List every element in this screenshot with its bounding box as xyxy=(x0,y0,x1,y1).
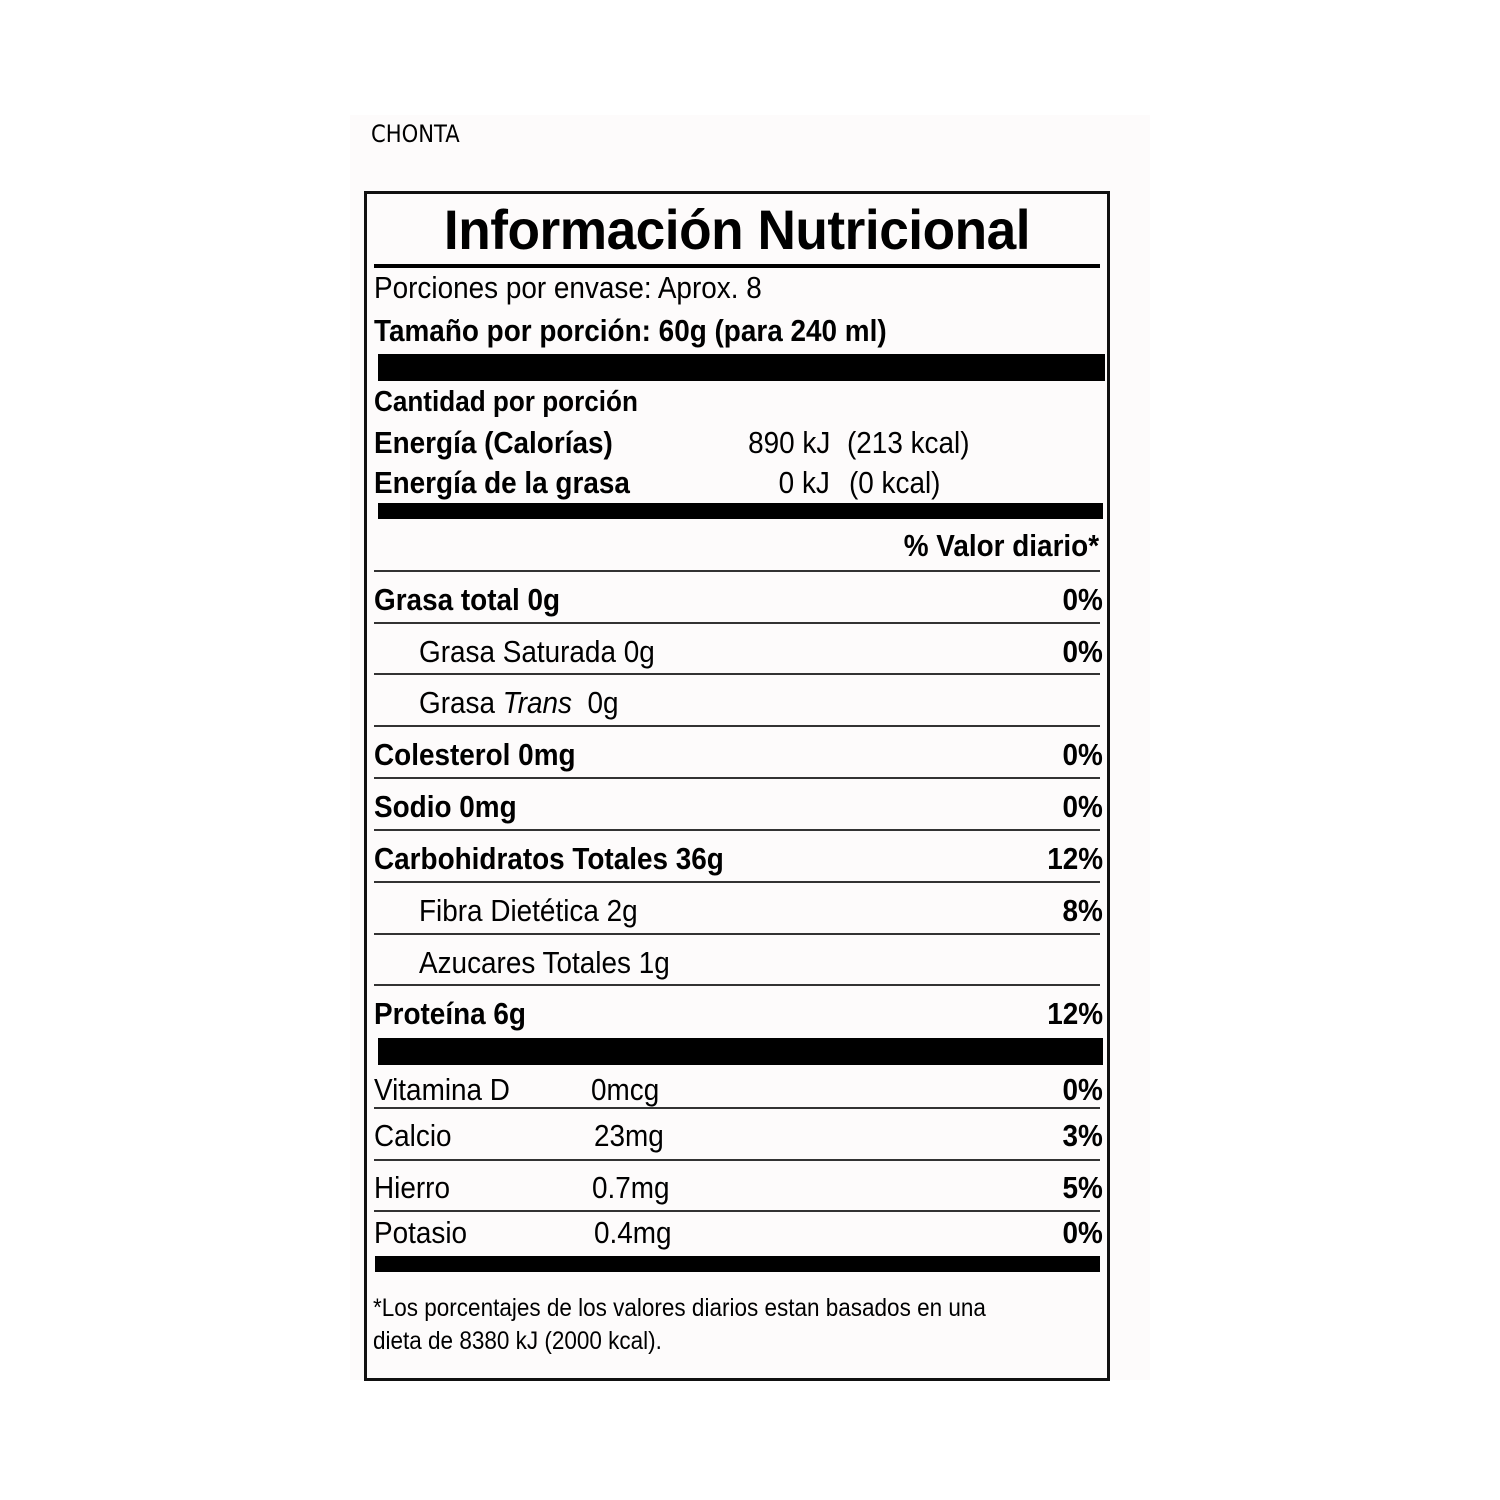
nutrient-saturated-fat-dv: 0% xyxy=(1063,636,1103,667)
vitamin-d-dv: 0% xyxy=(1063,1074,1103,1105)
iron-dv: 5% xyxy=(1063,1172,1103,1203)
divider xyxy=(374,1159,1100,1161)
daily-value-header: % Valor diario* xyxy=(904,530,1099,561)
energy-fat-kcal: (0 kcal) xyxy=(849,467,940,498)
calcium-dv: 3% xyxy=(1063,1120,1103,1151)
energy-fat-kj: 0 kJ xyxy=(779,467,830,498)
iron-label: Hierro xyxy=(374,1172,450,1203)
divider xyxy=(374,984,1100,986)
servings-per-container: Porciones por envase: Aprox. 8 xyxy=(374,272,762,303)
title-rule xyxy=(374,264,1100,268)
divider xyxy=(374,1210,1100,1212)
trans-fat-amount: 0g xyxy=(572,685,619,720)
nutrient-trans-fat: Grasa Trans 0g xyxy=(419,687,619,718)
nutrient-sodium: Sodio 0mg xyxy=(374,791,517,822)
medium-bar xyxy=(375,1256,1100,1272)
energy-fat-label: Energía de la grasa xyxy=(374,467,630,498)
nutrient-protein: Proteína 6g xyxy=(374,998,526,1029)
calcium-amount: 23mg xyxy=(594,1120,664,1151)
calcium-label: Calcio xyxy=(374,1120,452,1151)
nutrition-facts-label: Información Nutricional Porciones por en… xyxy=(364,191,1110,1381)
divider xyxy=(374,881,1100,883)
divider xyxy=(374,829,1100,831)
nutrient-fiber: Fibra Dietética 2g xyxy=(419,895,638,926)
footnote-line-2: dieta de 8380 kJ (2000 kcal). xyxy=(373,1329,662,1354)
potassium-label: Potasio xyxy=(374,1217,467,1248)
vitamin-d-label: Vitamina D xyxy=(374,1074,510,1105)
divider xyxy=(374,570,1100,572)
thick-bar xyxy=(378,354,1105,381)
trans-fat-italic: Trans xyxy=(503,685,572,720)
footnote-line-1: *Los porcentajes de los valores diarios … xyxy=(373,1296,986,1321)
nutrient-protein-dv: 12% xyxy=(1047,998,1103,1029)
divider xyxy=(374,777,1100,779)
nutrient-cholesterol: Colesterol 0mg xyxy=(374,739,576,770)
nutrient-total-fat: Grasa total 0g xyxy=(374,584,560,615)
energy-kcal: (213 kcal) xyxy=(847,427,969,458)
divider xyxy=(374,933,1100,935)
thick-bar xyxy=(378,1038,1103,1065)
nutrient-sugars: Azucares Totales 1g xyxy=(419,947,670,978)
energy-kj: 890 kJ xyxy=(748,427,830,458)
vitamin-d-amount: 0mcg xyxy=(591,1074,659,1105)
trans-fat-prefix: Grasa xyxy=(419,685,503,720)
nutrient-cholesterol-dv: 0% xyxy=(1063,739,1103,770)
nutrient-total-carbs: Carbohidratos Totales 36g xyxy=(374,843,724,874)
potassium-dv: 0% xyxy=(1063,1217,1103,1248)
divider xyxy=(374,1107,1100,1109)
nutrient-fiber-dv: 8% xyxy=(1063,895,1103,926)
energy-label: Energía (Calorías) xyxy=(374,427,613,458)
serving-size: Tamaño por porción: 60g (para 240 ml) xyxy=(374,315,887,346)
nutrient-total-fat-dv: 0% xyxy=(1063,584,1103,615)
amount-per-serving: Cantidad por porción xyxy=(374,388,638,417)
nutrient-saturated-fat: Grasa Saturada 0g xyxy=(419,636,655,667)
potassium-amount: 0.4mg xyxy=(594,1217,672,1248)
divider xyxy=(374,622,1100,624)
nutrient-total-carbs-dv: 12% xyxy=(1047,843,1103,874)
divider xyxy=(374,725,1100,727)
nutrient-sodium-dv: 0% xyxy=(1063,791,1103,822)
divider xyxy=(374,673,1100,675)
iron-amount: 0.7mg xyxy=(592,1172,670,1203)
brand-name: CHONTA xyxy=(371,120,460,148)
medium-bar xyxy=(378,503,1103,519)
label-title: Información Nutricional xyxy=(386,202,1089,258)
